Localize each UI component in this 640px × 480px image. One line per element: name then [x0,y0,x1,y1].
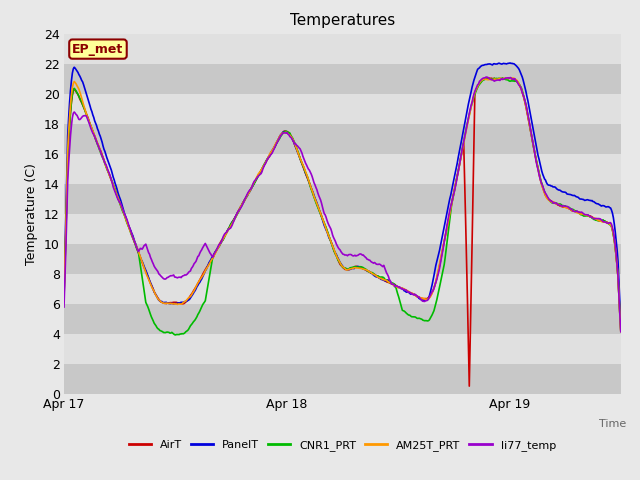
CNR1_PRT [204,282,212,288]
CNR1_PRT [389,280,397,286]
Bar [64,34,621,63]
PanelT [159,299,166,305]
AM25T_PRT [388,281,396,287]
Line: AirT: AirT [64,78,621,386]
PanelT [506,60,514,66]
AM25T_PRT [204,265,211,271]
Y-axis label: Temperature (C): Temperature (C) [26,163,38,264]
AM25T_PRT [432,278,440,284]
li77_temp [617,329,625,335]
CNR1_PRT [172,332,179,338]
Line: CNR1_PRT: CNR1_PRT [64,78,621,335]
AirT [432,279,440,285]
PanelT [432,263,440,268]
Text: EP_met: EP_met [72,43,124,56]
AM25T_PRT [617,329,625,335]
Title: Temperatures: Temperatures [290,13,395,28]
li77_temp [204,245,211,251]
Bar [64,123,621,154]
AM25T_PRT [479,76,487,82]
CNR1_PRT [60,295,68,300]
Bar [64,154,621,183]
PanelT [204,264,211,270]
Bar [64,183,621,214]
PanelT [60,282,68,288]
CNR1_PRT [480,77,488,83]
PanelT [479,62,487,68]
Bar [64,94,621,123]
Line: li77_temp: li77_temp [64,77,621,332]
li77_temp [312,185,320,191]
AM25T_PRT [60,290,68,296]
PanelT [312,197,320,203]
Bar [64,243,621,274]
li77_temp [482,74,490,80]
Legend: AirT, PanelT, CNR1_PRT, AM25T_PRT, li77_temp: AirT, PanelT, CNR1_PRT, AM25T_PRT, li77_… [125,435,560,455]
AirT [159,300,166,305]
PanelT [388,281,396,287]
Line: AM25T_PRT: AM25T_PRT [64,78,621,332]
PanelT [617,318,625,324]
CNR1_PRT [159,329,166,335]
li77_temp [479,75,487,81]
CNR1_PRT [499,75,507,81]
Bar [64,303,621,334]
li77_temp [432,279,440,285]
Bar [64,274,621,303]
li77_temp [60,304,68,310]
Line: PanelT: PanelT [64,63,621,321]
Bar [64,334,621,364]
AM25T_PRT [312,198,320,204]
CNR1_PRT [433,297,440,303]
AirT [388,281,396,287]
li77_temp [388,281,396,287]
Bar [64,364,621,394]
Bar [64,63,621,94]
AirT [204,264,211,270]
AirT [617,328,625,334]
AM25T_PRT [509,75,517,81]
CNR1_PRT [617,328,625,334]
AirT [480,76,488,82]
CNR1_PRT [313,202,321,208]
AirT [312,198,320,204]
Text: Time: Time [599,419,627,429]
AirT [60,294,68,300]
Bar [64,214,621,243]
li77_temp [159,275,166,281]
AirT [465,383,473,389]
AM25T_PRT [159,300,166,305]
AirT [485,75,493,81]
